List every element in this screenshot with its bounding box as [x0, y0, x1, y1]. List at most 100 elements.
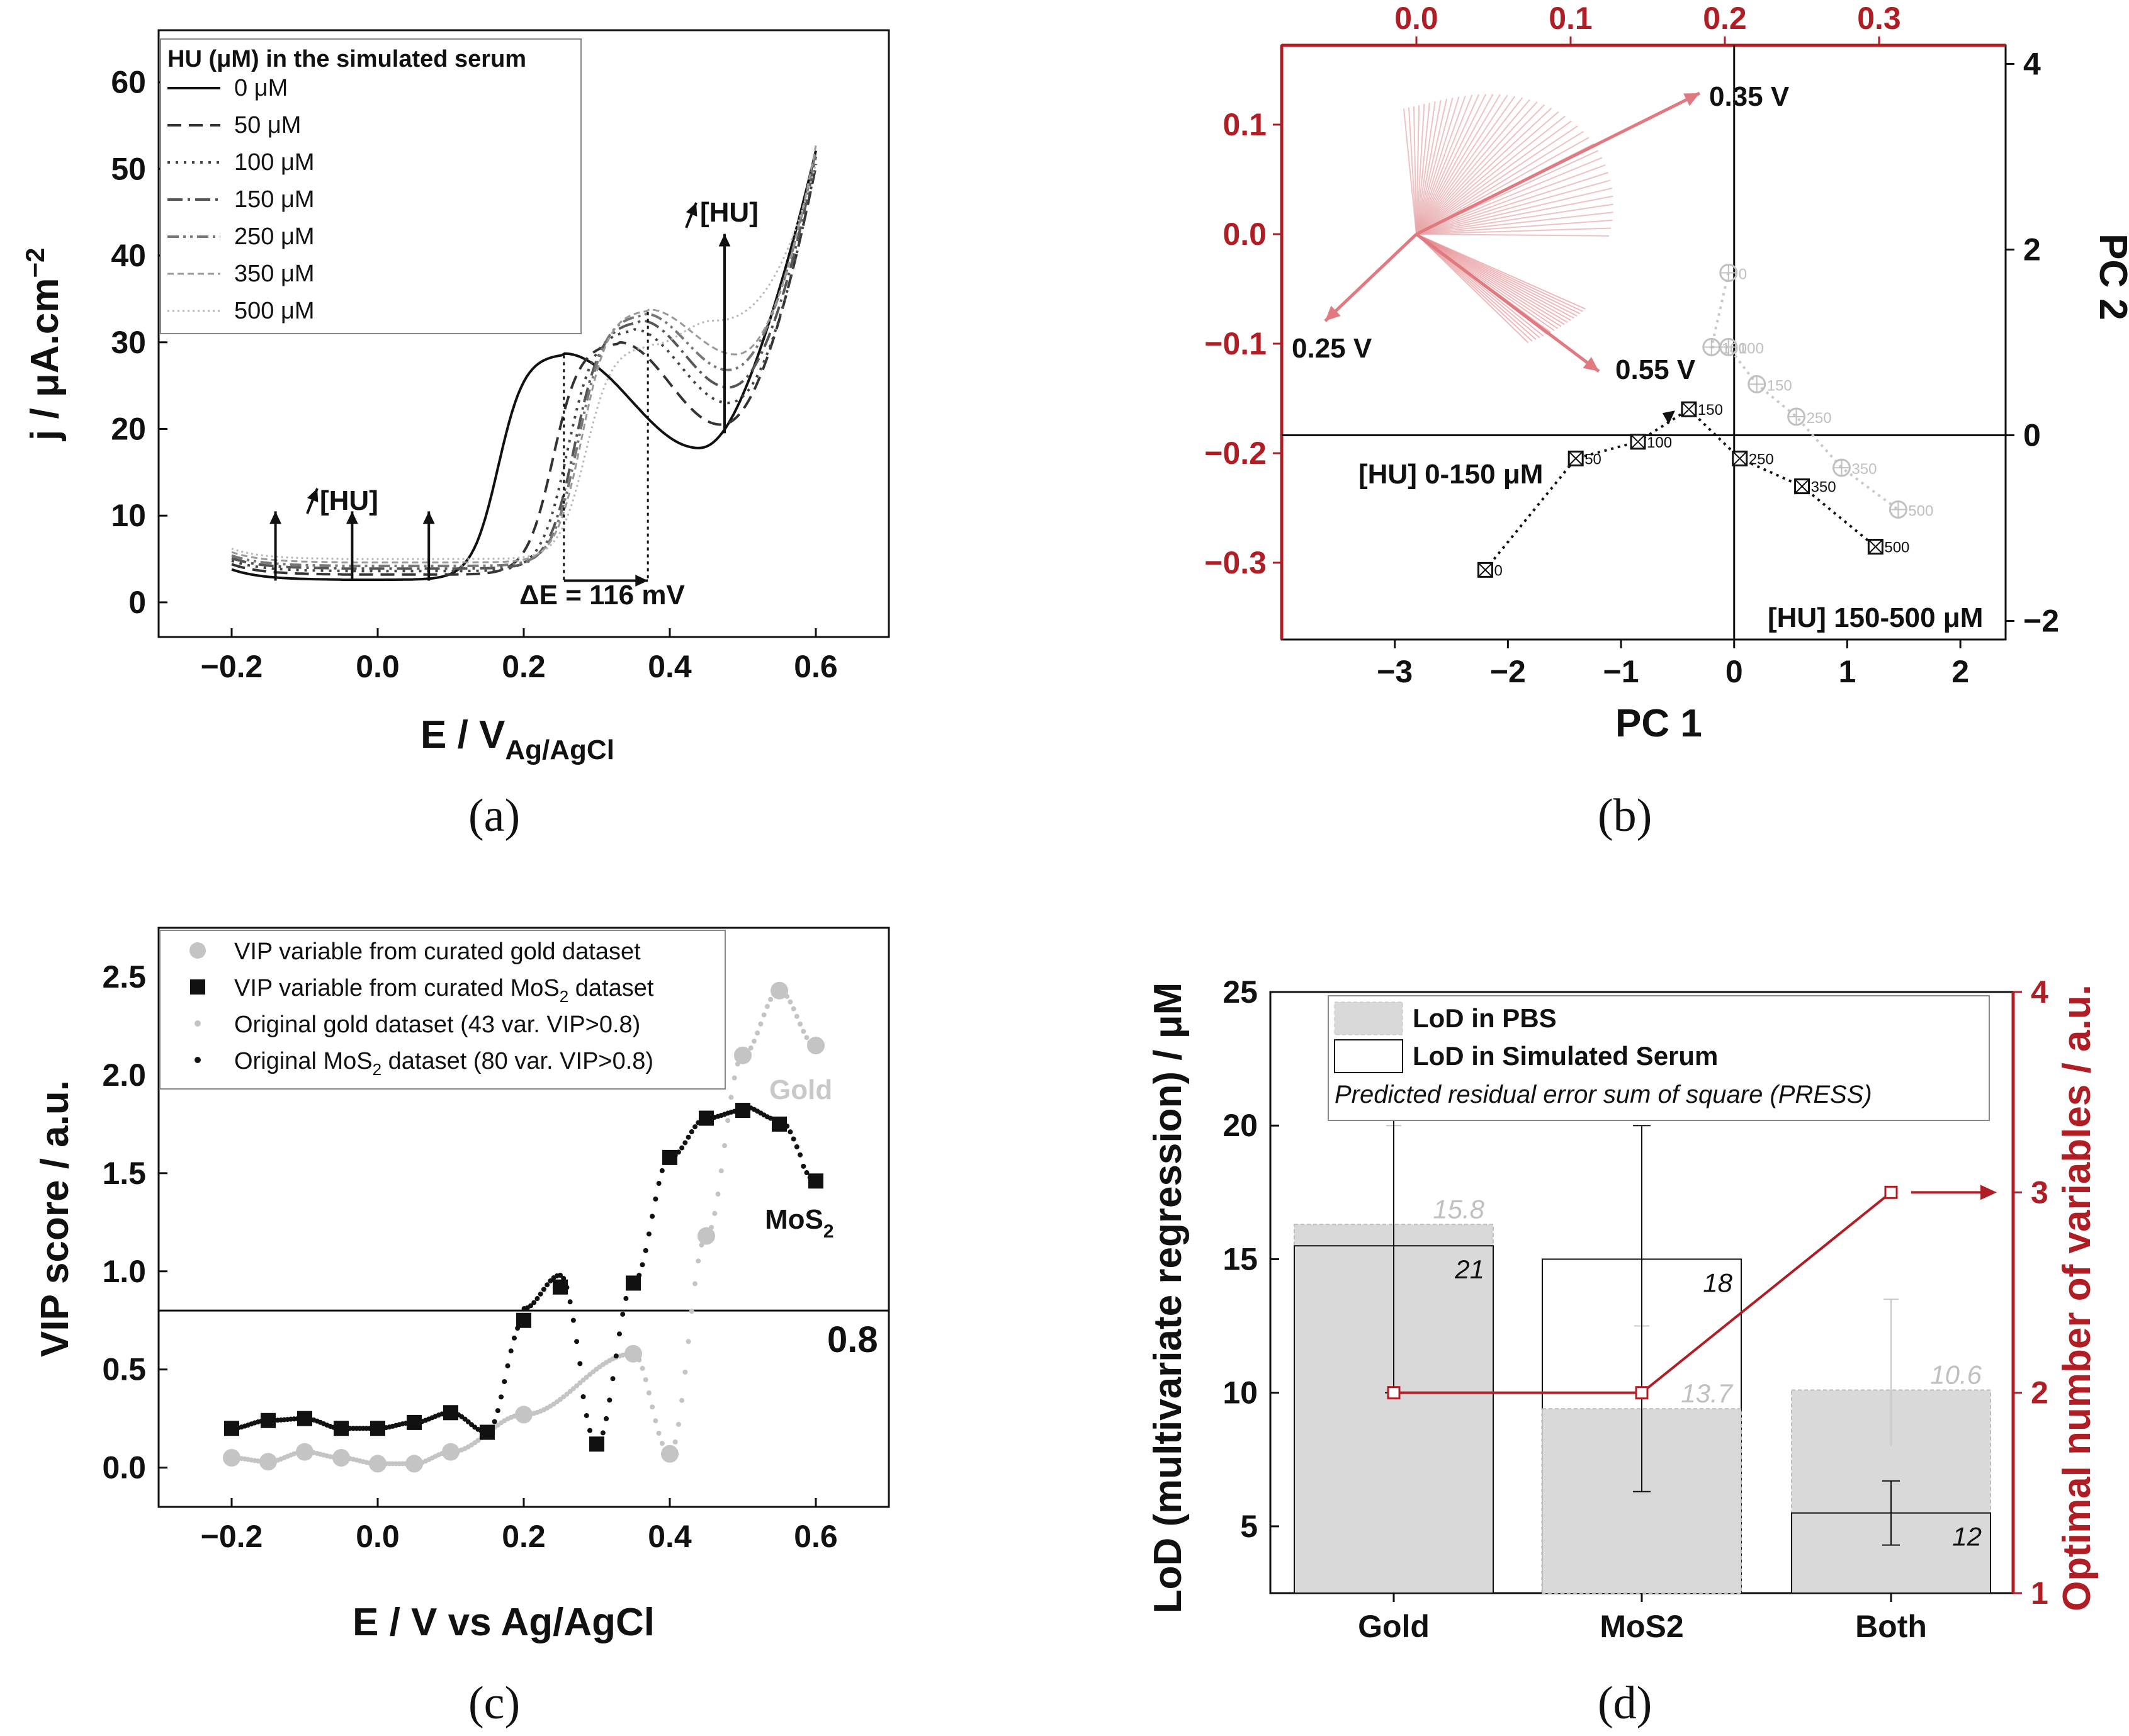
caption-b: (b)	[1598, 790, 1652, 842]
loading-vector	[1416, 203, 1614, 235]
x-tick-label-b: −2	[1490, 654, 1526, 689]
loading-vector	[1416, 104, 1425, 235]
gold-curated-point	[296, 1443, 313, 1461]
gold-curated-point	[697, 1227, 715, 1245]
mos2-original-dot	[505, 1363, 511, 1368]
loading-vector	[1416, 219, 1613, 235]
y-tick-label-b: 0	[2023, 418, 2041, 453]
mos2-original-dot	[548, 1278, 553, 1283]
mos2-curated-point	[370, 1421, 385, 1436]
arrow-increase-baseline-head	[346, 511, 358, 524]
mos2-curated-point	[297, 1411, 312, 1426]
legend-c-swatch-mos2-original	[195, 1057, 201, 1063]
gold-original-dot	[801, 1029, 806, 1034]
gold-original-dot	[791, 1006, 796, 1012]
loading-vector	[1416, 98, 1448, 235]
y-tick-label-b: 2	[2023, 232, 2041, 268]
mos2-curated-point	[224, 1421, 239, 1436]
arrow-delta-e-head	[635, 575, 648, 587]
top-tick-label-b: 0.2	[1703, 1, 1747, 36]
top-tick-label-b: 0.3	[1857, 1, 1901, 36]
x-tick-label-b: −3	[1377, 654, 1413, 689]
gold-original-dot	[798, 1021, 803, 1027]
gold-point-label: 250	[1807, 410, 1832, 427]
loading-arrow-035-head	[1683, 93, 1700, 106]
loading-vector	[1416, 172, 1608, 235]
loading-vector	[1416, 105, 1420, 235]
mos2-original-dot	[600, 1430, 606, 1436]
mos2-original-dot	[640, 1262, 645, 1268]
threshold-label: 0.8	[827, 1319, 878, 1360]
x-tick-label-c: −0.2	[201, 1519, 263, 1554]
y-axis-title-b: PC 2	[2091, 234, 2129, 320]
mos2-curated-point	[626, 1275, 641, 1291]
x-axis-title-b: PC 1	[1615, 702, 1702, 745]
loading-vector	[1416, 96, 1516, 235]
press-point	[1387, 1386, 1401, 1400]
mos2-curated-point	[589, 1436, 604, 1452]
mos2-original-dot	[679, 1145, 685, 1151]
y-tick-label-d: 20	[1223, 1108, 1258, 1143]
mos2-point-label: 250	[1749, 451, 1774, 468]
y-tick-label-c: 2.5	[102, 959, 146, 995]
loading-vector	[1416, 137, 1590, 235]
y-tick-label-d: 5	[1240, 1509, 1258, 1544]
gold-curated-point	[771, 981, 788, 1000]
arrow-increase-baseline-head	[422, 511, 435, 524]
series-line-500M	[231, 164, 817, 560]
left-tick-label-b: 0.1	[1223, 107, 1267, 142]
gold-original-dot	[584, 1375, 589, 1380]
mos2-original-dot	[610, 1376, 616, 1382]
arrows-a	[269, 202, 731, 587]
loading-vector	[1416, 94, 1473, 235]
loading-vector	[1416, 211, 1613, 235]
x-tick-label-a: 0.4	[648, 649, 692, 684]
loading-vector	[1416, 103, 1430, 235]
mos2-original-dot	[682, 1140, 688, 1146]
mos2-original-dot	[492, 1419, 497, 1424]
legend-a-title: HU (μM) in the simulated serum	[167, 46, 526, 72]
y-tick-label-a: 40	[111, 238, 146, 273]
press-point	[1635, 1386, 1649, 1400]
category-label: Gold	[1358, 1609, 1430, 1644]
legend-a	[160, 38, 582, 334]
loading-vector	[1416, 120, 1573, 235]
caption-a: (a)	[468, 790, 520, 842]
gold-point-label: 0	[1739, 266, 1747, 283]
legend-swatch-pbs	[1334, 1001, 1403, 1035]
gold-curated-point	[405, 1455, 423, 1473]
mos2-original-dot	[643, 1248, 648, 1253]
caption-c: (c)	[468, 1677, 520, 1729]
mos2-point-label: 150	[1698, 402, 1723, 419]
mos2-point-cross	[1681, 402, 1697, 417]
legend-a-label: 500 μM	[234, 298, 315, 324]
series-line-350M	[231, 145, 817, 564]
y2-tick-label-d: 4	[2031, 974, 2048, 1010]
left-tick-label-b: −0.2	[1204, 436, 1267, 471]
gold-original-dot	[646, 1390, 652, 1395]
loading-vector	[1416, 234, 1529, 344]
mos2-original-dot	[511, 1335, 517, 1341]
annotation-hu-low: [HU]	[320, 485, 378, 516]
trajectory-arrowhead	[1662, 410, 1675, 425]
gold-original-dot	[672, 1439, 678, 1445]
gold-original-dot	[682, 1369, 688, 1375]
mos2-original-dot	[692, 1124, 698, 1130]
gold-original-dot	[761, 1012, 767, 1018]
gold-original-dot	[653, 1418, 658, 1424]
mos2-curated-point	[480, 1424, 495, 1440]
gold-original-dot	[755, 1030, 760, 1036]
mos2-original-dot	[788, 1129, 793, 1135]
legend-press: Predicted residual error sum of square (…	[1335, 1081, 1872, 1108]
mos2-curated-point	[553, 1279, 568, 1295]
mos2-original-dot	[531, 1300, 537, 1305]
mos2-point-label: 350	[1811, 479, 1836, 496]
panel-b: −3 −2 −1 0 1 2 −2 0 2 4 0.0 0.1 0.2 0.3 0.1 0.0 −0.1 −0.2…	[1204, 1, 2129, 842]
mos2-original-dot	[538, 1291, 543, 1297]
mos2-original-dot	[587, 1428, 592, 1433]
y-axis-title-c: VIP score / a.u.	[33, 1080, 77, 1357]
loading-vector	[1416, 125, 1578, 235]
mos2-original-dot	[574, 1339, 580, 1344]
x-axis-title-a: E / VAg/AgCl	[421, 713, 614, 765]
